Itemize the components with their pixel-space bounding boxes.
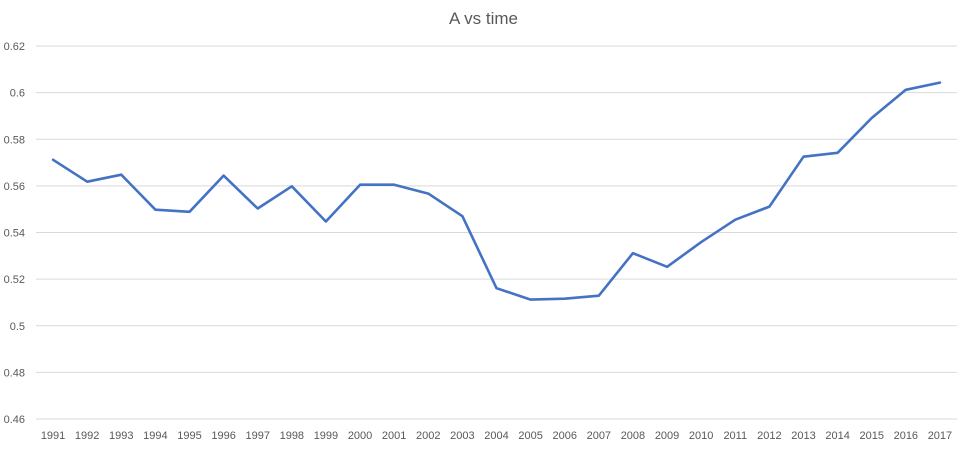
x-tick-label: 2004: [484, 430, 508, 442]
x-tick-label: 1992: [75, 430, 99, 442]
x-tick-label: 2006: [552, 430, 576, 442]
x-tick-label: 1997: [245, 430, 269, 442]
x-tick-label: 2015: [859, 430, 883, 442]
x-tick-label: 1994: [143, 430, 167, 442]
x-tick-label: 2011: [723, 430, 747, 442]
y-tick-label: 0.6: [10, 88, 25, 100]
y-tick-label: 0.56: [4, 181, 25, 193]
x-tick-label: 2016: [894, 430, 918, 442]
y-tick-label: 0.54: [4, 228, 25, 240]
x-axis-tick-labels: 1991 1992 1993 1994 1995 1996 1997 1998 1999 2000…: [41, 430, 952, 442]
y-tick-label: 0.62: [4, 41, 25, 53]
y-tick-label: 0.46: [4, 414, 25, 426]
x-tick-label: 1995: [177, 430, 201, 442]
series-line: [51, 81, 942, 301]
y-tick-label: 0.52: [4, 274, 25, 286]
gridlines: [36, 45, 957, 420]
x-tick-label: 2001: [382, 430, 406, 442]
x-tick-label: 2007: [587, 430, 611, 442]
x-tick-label: 2000: [348, 430, 372, 442]
x-tick-label: 2017: [928, 430, 952, 442]
x-tick-label: 2010: [689, 430, 713, 442]
y-axis-tick-labels: 0.46 0.48 0.5 0.52 0.54 0.56 0.58 0.6 0.62: [4, 41, 25, 426]
x-tick-label: 1991: [41, 430, 65, 442]
chart-title: A vs time: [449, 9, 518, 28]
x-tick-label: 2013: [791, 430, 815, 442]
x-tick-label: 1996: [211, 430, 235, 442]
series-layer: [51, 81, 942, 301]
y-tick-label: 0.5: [10, 321, 25, 333]
y-tick-label: 0.58: [4, 134, 25, 146]
x-tick-label: 2008: [621, 430, 645, 442]
x-tick-label: 2014: [825, 430, 849, 442]
x-tick-label: 1998: [280, 430, 304, 442]
x-tick-label: 2003: [450, 430, 474, 442]
x-tick-label: 1999: [314, 430, 338, 442]
x-tick-label: 2009: [655, 430, 679, 442]
x-tick-label: 2002: [416, 430, 440, 442]
y-tick-label: 0.48: [4, 367, 25, 379]
x-tick-label: 2005: [518, 430, 542, 442]
x-tick-label: 2012: [757, 430, 781, 442]
x-tick-label: 1993: [109, 430, 133, 442]
